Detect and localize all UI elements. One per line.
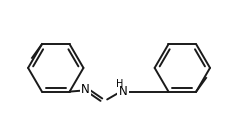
Text: N: N [119, 85, 127, 98]
Text: H: H [116, 79, 124, 89]
Text: N: N [81, 83, 90, 96]
